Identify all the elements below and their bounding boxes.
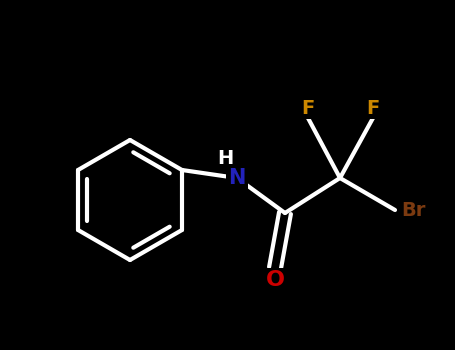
Text: Br: Br bbox=[401, 201, 425, 219]
Text: N: N bbox=[228, 168, 246, 188]
Text: F: F bbox=[366, 98, 379, 118]
Text: F: F bbox=[301, 98, 314, 118]
Text: H: H bbox=[217, 148, 233, 168]
Text: O: O bbox=[266, 270, 284, 290]
